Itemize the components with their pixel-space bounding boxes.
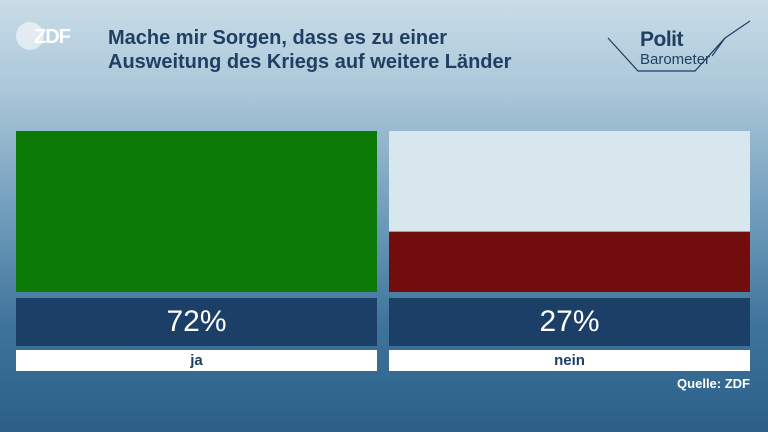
- chart-title: Mache mir Sorgen, dass es zu einer Auswe…: [108, 26, 588, 74]
- chart-title-line-1: Mache mir Sorgen, dass es zu einer: [108, 27, 448, 49]
- value-label-nein: 27%: [389, 298, 750, 346]
- zdf-logo-text: ZDF: [34, 26, 71, 48]
- politbarometer-word-barometer: Barometer: [640, 51, 711, 68]
- bar-ja: [16, 131, 377, 292]
- zdf-logo: ZDF: [16, 22, 78, 52]
- chart-title-line-2: Ausweitung des Kriegs auf weitere Länder: [108, 51, 512, 73]
- source-note: Quelle: ZDF: [677, 376, 750, 391]
- zdf-logo-circle-icon: [16, 22, 44, 50]
- value-label-ja: 72%: [16, 298, 377, 346]
- politbarometer-zigzag-icon: [607, 20, 751, 72]
- politbarometer-word-polit: Polit: [640, 28, 684, 51]
- category-label-nein: nein: [389, 350, 750, 371]
- politbarometer-logo: Polit Barometer: [600, 16, 760, 86]
- category-label-ja: ja: [16, 350, 377, 371]
- bar-nein: [389, 231, 750, 292]
